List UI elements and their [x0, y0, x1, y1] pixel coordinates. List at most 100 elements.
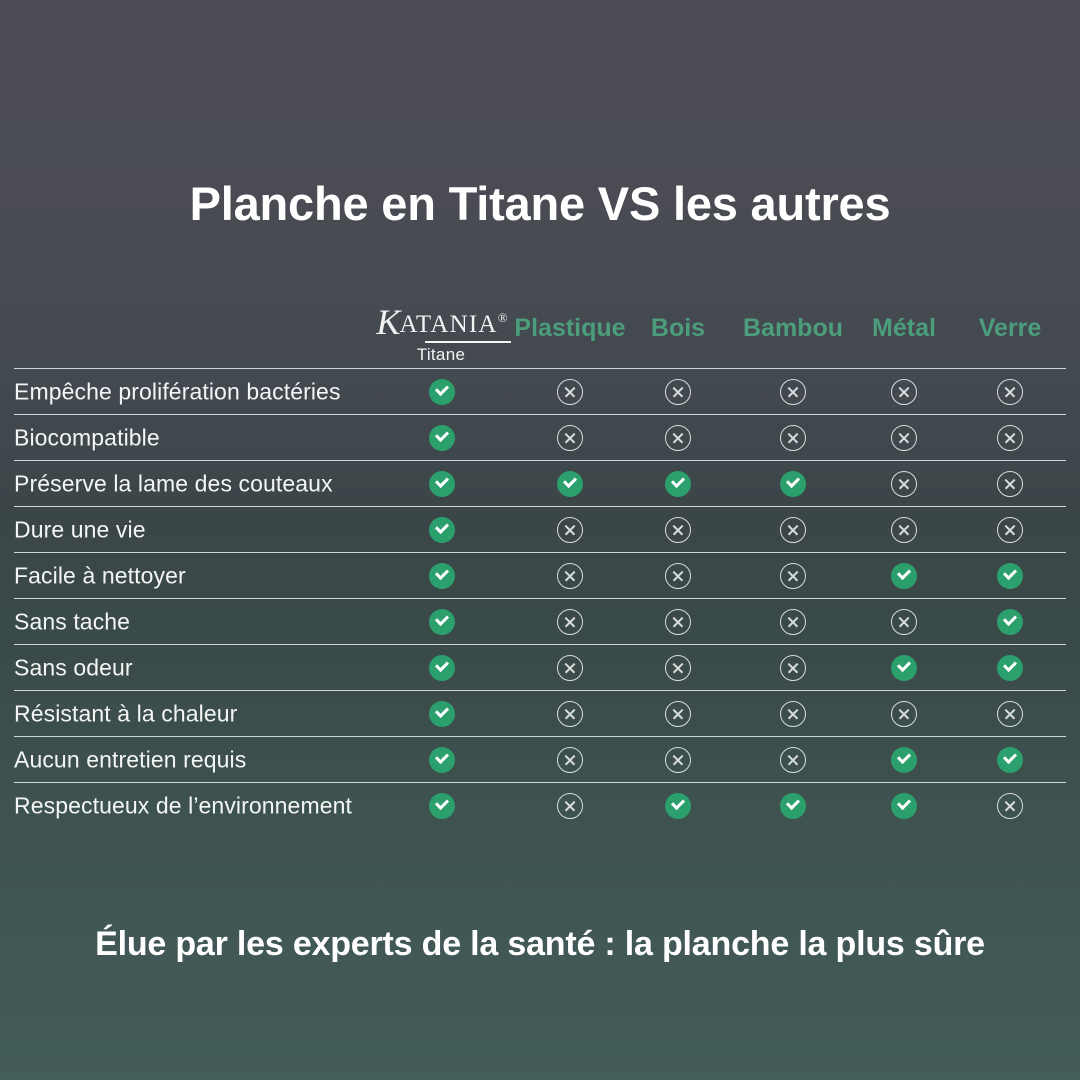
cell-bambou [779, 608, 807, 636]
table-header-row: KATANIA® Titane Plastique Bois Bambou Métal Ve… [14, 300, 1066, 368]
cell-katania [428, 470, 456, 498]
cell-bois [664, 746, 692, 774]
table-row: Sans tache [14, 598, 1066, 644]
cell-bambou [779, 562, 807, 590]
check-icon [891, 654, 917, 681]
cell-katania [428, 792, 456, 820]
check-icon [997, 562, 1023, 589]
cross-icon [997, 378, 1023, 405]
cell-verre [996, 608, 1024, 636]
cell-bambou [779, 378, 807, 406]
check-icon [997, 746, 1023, 773]
cross-icon [665, 424, 691, 451]
cell-bois [664, 378, 692, 406]
brand-name: ATANIA [399, 311, 498, 338]
table-body: Empêche prolifération bactéries Biocompat… [14, 368, 1066, 828]
cross-icon [997, 700, 1023, 727]
cross-icon [665, 562, 691, 589]
cell-metal [890, 654, 918, 682]
cross-icon [557, 746, 583, 773]
cell-metal [890, 378, 918, 406]
cross-icon [557, 654, 583, 681]
check-icon [429, 516, 455, 543]
brand-subtitle: Titane [416, 344, 466, 364]
table-row: Préserve la lame des couteaux [14, 460, 1066, 506]
check-icon [429, 746, 455, 773]
brand-underline [425, 341, 511, 343]
cross-icon [780, 378, 806, 405]
check-icon [429, 654, 455, 681]
cross-icon [780, 608, 806, 635]
table-row: Résistant à la chaleur [14, 690, 1066, 736]
cell-verre [996, 378, 1024, 406]
cell-verre [996, 700, 1024, 728]
cross-icon [997, 792, 1023, 819]
cross-icon [997, 516, 1023, 543]
column-header-plastique: Plastique [514, 314, 626, 342]
cell-katania [428, 424, 456, 452]
cell-bambou [779, 470, 807, 498]
cell-plastique [556, 608, 584, 636]
cell-plastique [556, 654, 584, 682]
cell-bois [664, 516, 692, 544]
cross-icon [665, 654, 691, 681]
table-row: Empêche prolifération bactéries [14, 368, 1066, 414]
cross-icon [665, 608, 691, 635]
cell-bois [664, 562, 692, 590]
table-row: Dure une vie [14, 506, 1066, 552]
cross-icon [891, 470, 917, 497]
cross-icon [891, 424, 917, 451]
check-icon [997, 608, 1023, 635]
cell-bois [664, 700, 692, 728]
cell-plastique [556, 700, 584, 728]
cell-bambou [779, 792, 807, 820]
cross-icon [780, 700, 806, 727]
cross-icon [780, 746, 806, 773]
check-icon [429, 470, 455, 497]
check-icon [891, 746, 917, 773]
cross-icon [665, 700, 691, 727]
check-icon [665, 792, 691, 819]
cell-verre [996, 424, 1024, 452]
cell-bois [664, 424, 692, 452]
cell-verre [996, 516, 1024, 544]
row-label: Résistant à la chaleur [14, 700, 238, 726]
cell-metal [890, 746, 918, 774]
cell-verre [996, 470, 1024, 498]
check-icon [429, 608, 455, 635]
cell-metal [890, 424, 918, 452]
cell-bois [664, 654, 692, 682]
check-icon [557, 470, 583, 497]
cross-icon [665, 516, 691, 543]
check-icon [429, 424, 455, 451]
check-icon [891, 562, 917, 589]
cross-icon [780, 654, 806, 681]
cell-plastique [556, 470, 584, 498]
cell-plastique [556, 792, 584, 820]
table-row: Aucun entretien requis [14, 736, 1066, 782]
check-icon [429, 562, 455, 589]
cell-verre [996, 654, 1024, 682]
check-icon [891, 792, 917, 819]
cell-plastique [556, 746, 584, 774]
cross-icon [557, 792, 583, 819]
cell-plastique [556, 378, 584, 406]
column-header-verre: Verre [978, 314, 1042, 342]
cross-icon [557, 608, 583, 635]
check-icon [665, 470, 691, 497]
cross-icon [557, 516, 583, 543]
check-icon [429, 378, 455, 405]
cell-bois [664, 792, 692, 820]
cell-bambou [779, 424, 807, 452]
cell-plastique [556, 516, 584, 544]
row-label: Empêche prolifération bactéries [14, 378, 341, 404]
check-icon [429, 700, 455, 727]
cross-icon [557, 562, 583, 589]
check-icon [780, 792, 806, 819]
cross-icon [557, 700, 583, 727]
table-row: Respectueux de l’environnement [14, 782, 1066, 828]
table-row: Sans odeur [14, 644, 1066, 690]
cell-bambou [779, 746, 807, 774]
cell-katania [428, 700, 456, 728]
comparison-table: KATANIA® Titane Plastique Bois Bambou Métal Ve… [14, 300, 1066, 828]
